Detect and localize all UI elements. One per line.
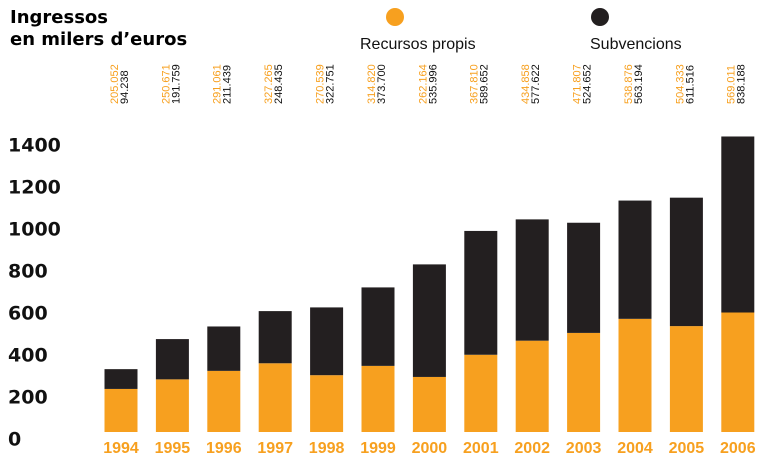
bar-segment [618, 200, 652, 319]
value-label: 471.807 [572, 64, 584, 104]
value-label: 524.652 [582, 64, 594, 104]
x-tick-label: 2005 [669, 440, 705, 457]
value-label: 563.194 [633, 64, 645, 104]
bar-segment [464, 230, 498, 355]
x-tick-label: 1994 [103, 440, 139, 457]
value-label: 262.164 [417, 64, 429, 104]
bar-segment [258, 311, 292, 364]
value-label: 248.435 [273, 64, 285, 104]
value-label: 367.810 [469, 64, 481, 104]
bar-segment [721, 136, 755, 313]
bar-segment [104, 369, 138, 389]
value-label: 589.652 [479, 64, 491, 104]
value-label: 577.622 [530, 64, 542, 104]
bar-segment [567, 332, 601, 432]
bar-segment [515, 219, 549, 341]
x-tick-label: 1997 [257, 440, 293, 457]
y-tick-label: 800 [8, 261, 48, 283]
x-tick-label: 2006 [720, 440, 756, 457]
x-tick-label: 1998 [309, 440, 345, 457]
x-tick-label: 2000 [412, 440, 448, 457]
bar-segment [258, 363, 292, 432]
value-label: 504.333 [674, 64, 686, 104]
y-tick-label: 600 [8, 303, 48, 325]
bar-segment [104, 388, 138, 432]
value-label: 538.876 [623, 64, 635, 104]
x-tick-label: 1995 [155, 440, 191, 457]
value-label: 291.061 [212, 64, 224, 104]
value-label: 373.700 [376, 64, 388, 104]
y-tick-label: 1400 [8, 135, 61, 157]
bar-segment [669, 197, 703, 327]
y-tick-label: 0 [8, 429, 21, 451]
x-tick-label: 1999 [360, 440, 396, 457]
value-label: 314.820 [366, 64, 378, 104]
chart-title: Ingressos [10, 7, 108, 28]
value-label: 211.439 [222, 65, 234, 104]
bar-segment [515, 340, 549, 432]
bar-segment [412, 264, 446, 377]
x-tick-label: 2002 [514, 440, 550, 457]
bar-segment [721, 312, 755, 432]
legend-swatch [386, 8, 404, 26]
legend-label: Subvencions [590, 36, 682, 53]
bar-segment [464, 354, 498, 432]
bar-segment [618, 318, 652, 432]
value-label: 322.751 [325, 64, 337, 104]
value-label: 569.011 [726, 65, 738, 104]
value-label: 838.188 [736, 64, 748, 104]
value-label: 535.996 [427, 64, 439, 104]
y-tick-label: 1200 [8, 177, 61, 199]
value-label: 191.759 [170, 64, 182, 104]
legend-label: Recursos propis [360, 36, 476, 53]
bar-segment [669, 326, 703, 432]
value-label: 434.858 [520, 64, 532, 104]
y-tick-label: 200 [8, 387, 48, 409]
bar-segment [310, 375, 344, 432]
bar-segment [310, 307, 344, 376]
y-tick-label: 1000 [8, 219, 61, 241]
bar-segment [207, 326, 241, 371]
bar-segment [155, 339, 189, 380]
bar-segment [155, 379, 189, 432]
x-tick-label: 1996 [206, 440, 242, 457]
value-label: 270.539 [315, 64, 327, 104]
chart-subtitle: en milers d’euros [10, 29, 187, 50]
value-label: 611.516 [684, 65, 696, 104]
value-label: 327.265 [263, 64, 275, 104]
y-tick-label: 400 [8, 345, 48, 367]
value-label: 94.238 [119, 70, 131, 104]
value-label: 250.671 [160, 64, 172, 104]
legend-swatch [591, 8, 609, 26]
bar-segment [207, 370, 241, 432]
x-tick-label: 2001 [463, 440, 499, 457]
bar-segment [567, 222, 601, 333]
value-label: 205.052 [109, 64, 121, 104]
bar-segment [361, 287, 395, 366]
bar-segment [412, 376, 446, 432]
x-tick-label: 2004 [617, 440, 653, 457]
bar-segment [361, 365, 395, 432]
x-tick-label: 2003 [566, 440, 602, 457]
